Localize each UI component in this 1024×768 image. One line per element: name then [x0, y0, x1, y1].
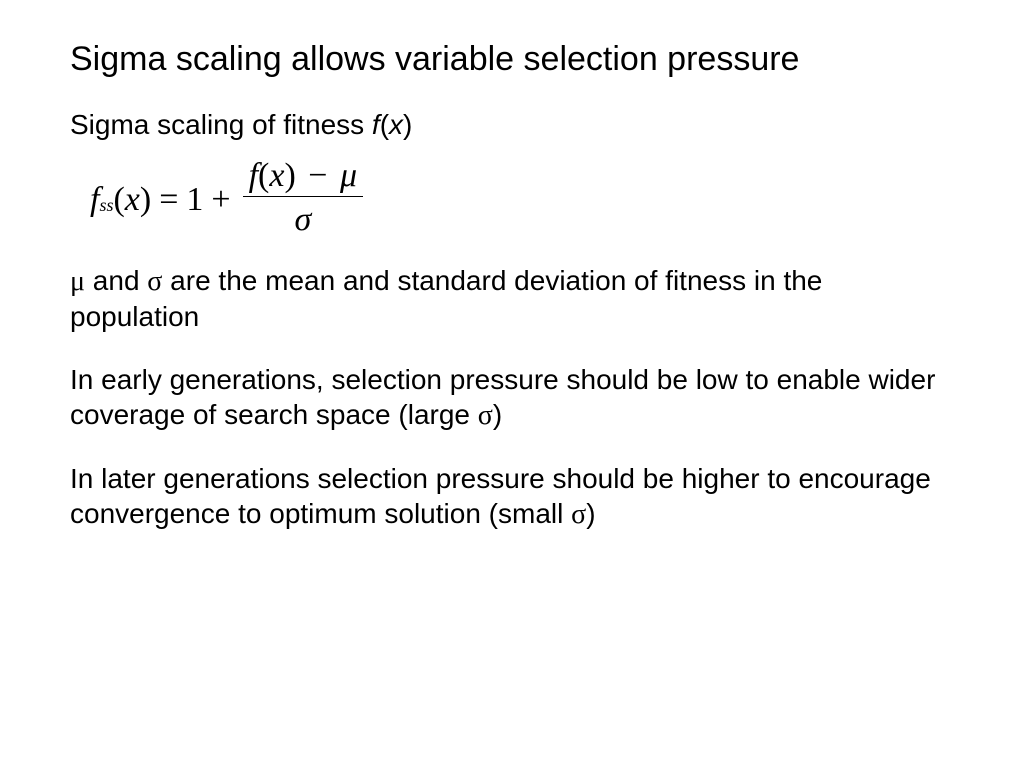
para3-sigma: σ [571, 499, 586, 530]
subtitle-open: ( [380, 109, 389, 140]
formula-plus: + [211, 181, 230, 219]
slide: Sigma scaling allows variable selection … [0, 0, 1024, 600]
para3-post: ) [586, 498, 595, 529]
formula-close: ) [140, 181, 151, 219]
num-x: x [269, 157, 284, 194]
num-f: f [249, 157, 258, 194]
subtitle-close: ) [403, 109, 412, 140]
formula-open: ( [113, 181, 124, 219]
formula-fraction: f(x) − μ σ [243, 157, 363, 239]
subtitle-prefix: Sigma scaling of fitness [70, 109, 372, 140]
formula: fss(x) = 1 + f(x) − μ σ [90, 159, 964, 241]
para2-sigma: σ [478, 400, 493, 431]
para2-post: ) [493, 399, 502, 430]
formula-numerator: f(x) − μ [243, 157, 363, 197]
num-close: ) [284, 157, 295, 194]
paragraph-definition: μ and σ are the mean and standard deviat… [70, 263, 950, 334]
para2-pre: In early generations, selection pressure… [70, 364, 935, 430]
formula-one: 1 [186, 181, 203, 219]
paragraph-later: In later generations selection pressure … [70, 461, 950, 532]
para1-mu: μ [70, 266, 85, 297]
formula-eq: = [159, 181, 178, 219]
formula-x: x [125, 181, 140, 219]
subtitle-x: x [389, 109, 403, 140]
paragraph-early: In early generations, selection pressure… [70, 362, 950, 433]
para3-pre: In later generations selection pressure … [70, 463, 931, 529]
para1-rest: are the mean and standard deviation of f… [70, 265, 822, 332]
num-minus: − [308, 157, 327, 194]
num-mu: μ [340, 157, 357, 194]
para1-mid: and [85, 265, 147, 296]
subtitle: Sigma scaling of fitness f(x) [70, 109, 964, 141]
slide-title: Sigma scaling allows variable selection … [70, 40, 964, 79]
formula-denominator: σ [288, 197, 317, 238]
subtitle-f: f [372, 109, 380, 140]
formula-f: f [90, 181, 99, 219]
num-open: ( [258, 157, 269, 194]
para1-sigma: σ [147, 266, 162, 297]
formula-sub: ss [99, 195, 113, 216]
